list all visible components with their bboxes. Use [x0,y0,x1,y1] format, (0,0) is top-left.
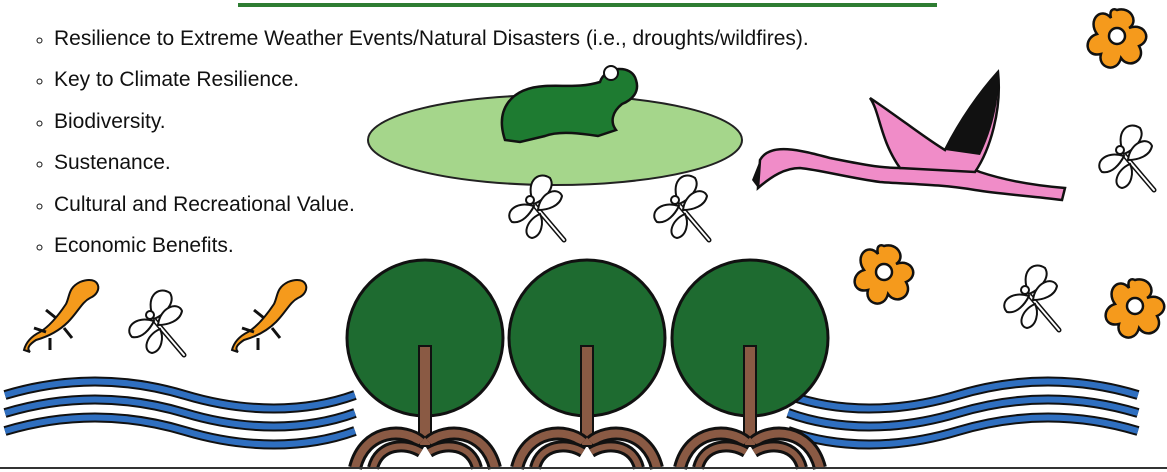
waves [788,382,1138,445]
flower [855,245,914,303]
waves [5,382,355,445]
lizard [232,280,306,352]
dragonfly [1099,126,1154,190]
bullet-item: Biodiversity. [54,101,809,142]
flower [1088,9,1147,67]
tree [672,260,828,468]
dragonfly [129,291,184,355]
dragonfly [1004,266,1059,330]
tree [509,260,665,468]
bullet-item: Economic Benefits. [54,225,809,266]
bullet-item: Sustenance. [54,142,809,183]
bullet-list: Resilience to Extreme Weather Events/Nat… [34,18,809,266]
tree [347,260,503,468]
slide: {"bullets": [ "Resilience to Extreme Wea… [0,0,1167,472]
flower [1106,279,1165,337]
bullet-item: Resilience to Extreme Weather Events/Nat… [54,18,809,59]
bullet-item: Key to Climate Resilience. [54,59,809,100]
bullet-item: Cultural and Recreational Value. [54,184,809,225]
lizard [24,280,98,352]
